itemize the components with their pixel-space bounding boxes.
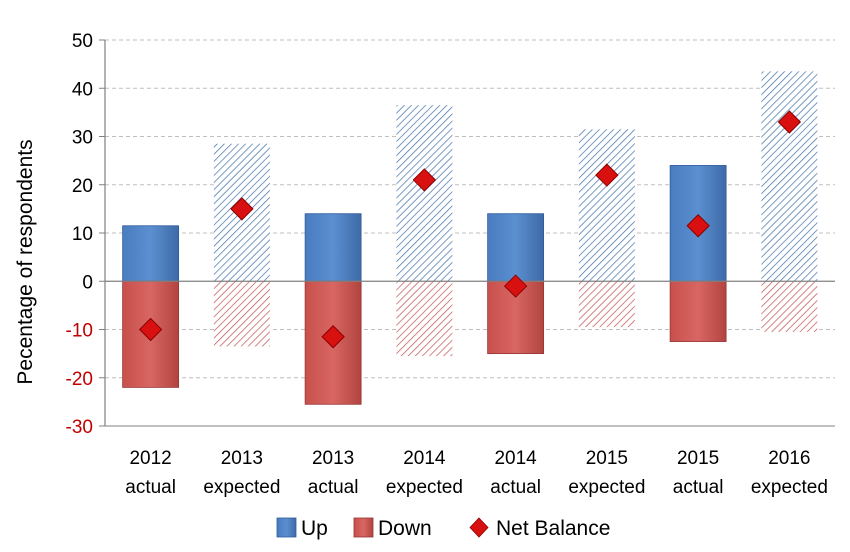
bar-down-2015-actual bbox=[669, 280, 727, 342]
net-balance-markers bbox=[138, 110, 802, 349]
bar-down-2016-expected bbox=[761, 281, 818, 332]
legend: Up Down Net Balance bbox=[276, 517, 610, 540]
legend-label-up: Up bbox=[301, 517, 328, 540]
y-tick-label: 0 bbox=[82, 272, 93, 293]
net-balance-marker-2013-expected bbox=[230, 197, 254, 221]
bar-up-2015-expected bbox=[578, 129, 635, 282]
legend-item-net-balance: Net Balance bbox=[469, 517, 610, 540]
bars bbox=[122, 71, 818, 405]
y-tick-label: 50 bbox=[72, 31, 93, 52]
bar-up-2013-actual bbox=[304, 213, 362, 282]
legend-swatch-down bbox=[353, 517, 374, 538]
net-balance-marker-2016-expected bbox=[777, 110, 802, 134]
x-tick-year: 2016 bbox=[768, 448, 810, 469]
legend-item-up: Up bbox=[276, 517, 328, 540]
legend-swatch-up bbox=[276, 517, 297, 538]
legend-label-down: Down bbox=[378, 517, 432, 540]
x-tick-kind: expected bbox=[568, 477, 645, 498]
bar-up-2015-actual bbox=[669, 165, 727, 282]
y-tick-label: -10 bbox=[66, 321, 93, 342]
y-tick-label: -30 bbox=[66, 417, 93, 438]
bar-up-2012-actual bbox=[122, 225, 180, 282]
x-tick-kind: actual bbox=[490, 477, 541, 498]
x-tick-kind: expected bbox=[751, 477, 828, 498]
y-tick-label: 10 bbox=[72, 224, 93, 245]
bar-down-2013-expected bbox=[213, 281, 270, 347]
legend-label-net-balance: Net Balance bbox=[496, 517, 610, 540]
net-balance-marker-2014-actual bbox=[503, 274, 528, 298]
y-tick-label: -20 bbox=[66, 369, 93, 390]
y-tick-label: 20 bbox=[72, 176, 93, 197]
x-tick-year: 2015 bbox=[586, 448, 628, 469]
x-tick-year: 2013 bbox=[221, 448, 263, 469]
legend-item-down: Down bbox=[353, 517, 432, 540]
y-tick-labels: 50 40 30 20 10 0 -10 -20 -30 bbox=[66, 31, 93, 438]
x-tick-year: 2012 bbox=[129, 448, 171, 469]
axes bbox=[104, 40, 835, 427]
net-balance-marker-2014-expected bbox=[412, 168, 437, 192]
y-tick-label: 40 bbox=[72, 79, 93, 100]
net-balance-marker-2015-expected bbox=[595, 163, 619, 187]
x-tick-year: 2013 bbox=[312, 448, 354, 469]
x-tick-labels: 2012 actual 2013 expected 2013 actual 2014 expe… bbox=[125, 448, 828, 498]
net-balance-marker-2013-actual bbox=[321, 325, 345, 349]
x-tick-kind: actual bbox=[125, 477, 176, 498]
x-tick-kind: actual bbox=[308, 477, 359, 498]
x-tick-year: 2014 bbox=[403, 448, 446, 469]
net-balance-marker-2015-actual bbox=[686, 214, 710, 238]
x-tick-year: 2014 bbox=[494, 448, 537, 469]
bar-up-2014-actual bbox=[487, 213, 545, 282]
y-tick-label: 30 bbox=[72, 128, 93, 149]
net-balance-marker-2012-actual bbox=[138, 317, 163, 342]
x-tick-kind: expected bbox=[386, 477, 463, 498]
x-tick-kind: actual bbox=[673, 477, 724, 498]
bar-down-2015-expected bbox=[578, 281, 635, 328]
legend-swatch-net-balance bbox=[469, 517, 489, 538]
y-axis-label: Pecentage of respondents bbox=[14, 139, 37, 384]
bar-down-2014-expected bbox=[396, 281, 453, 357]
bar-up-2016-expected bbox=[761, 71, 818, 282]
bar-up-2014-expected bbox=[396, 105, 453, 282]
x-tick-kind: expected bbox=[203, 477, 280, 498]
x-tick-year: 2015 bbox=[677, 448, 719, 469]
